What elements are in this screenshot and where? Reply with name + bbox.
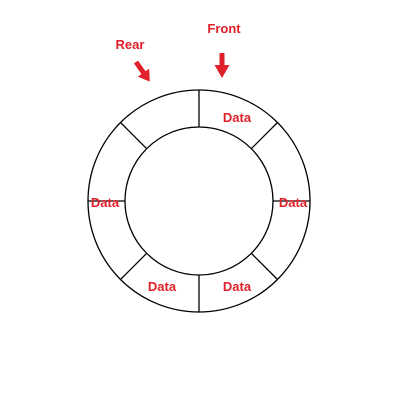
slot-divider bbox=[120, 252, 148, 280]
slot-3-label: Data bbox=[223, 279, 252, 294]
slot-4-label: Data bbox=[148, 279, 177, 294]
front-label: Front bbox=[207, 21, 241, 36]
inner-ring bbox=[124, 126, 274, 276]
rear-arrow bbox=[133, 60, 150, 82]
slot-dividers bbox=[88, 90, 310, 312]
slot-divider bbox=[120, 122, 148, 150]
front-arrow bbox=[214, 53, 230, 78]
slot-2-label: Data bbox=[279, 195, 308, 210]
rear-label: Rear bbox=[116, 37, 145, 52]
slot-1-label: Data bbox=[223, 110, 252, 125]
slot-divider bbox=[250, 122, 278, 150]
slot-divider bbox=[250, 252, 278, 280]
slot-6-label: Data bbox=[91, 195, 120, 210]
